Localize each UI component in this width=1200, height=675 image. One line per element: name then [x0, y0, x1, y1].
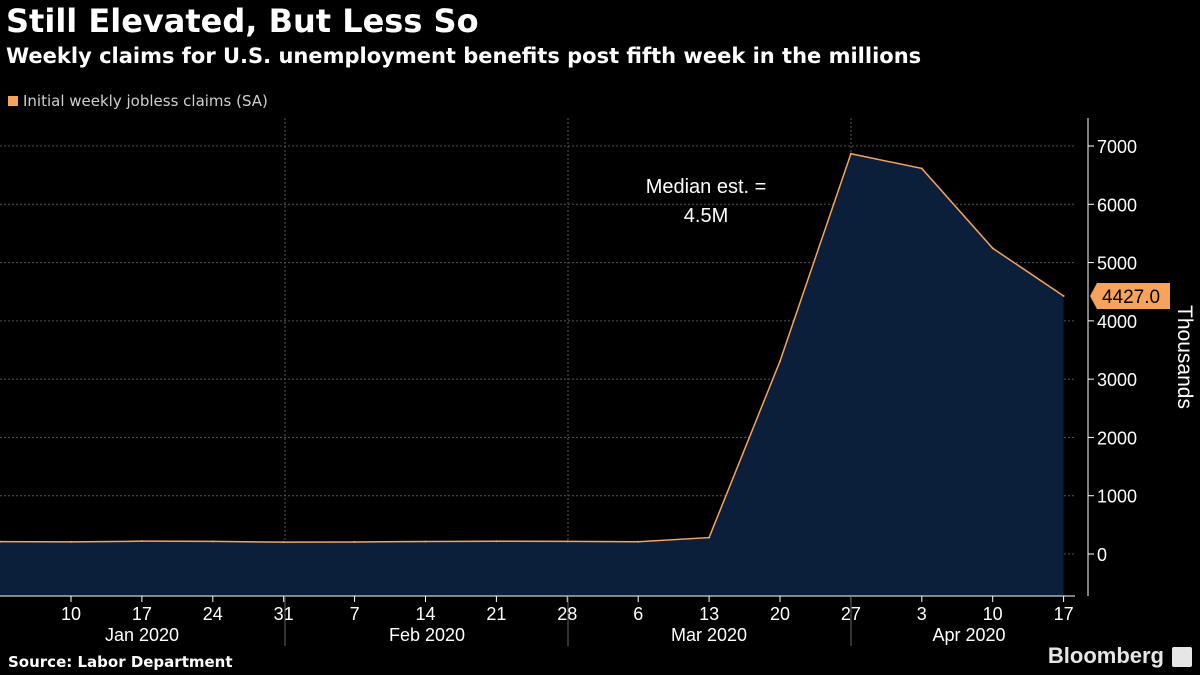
x-tick-label: 17 [1054, 604, 1074, 624]
y-tick-label: 7000 [1097, 137, 1137, 157]
y-tick-label: 6000 [1097, 195, 1137, 215]
source-note: Source: Labor Department [8, 653, 233, 671]
x-tick-label: 3 [917, 604, 927, 624]
annotation-text: 4.5M [684, 205, 728, 227]
y-tick-label: 1000 [1097, 487, 1137, 507]
data-point [1062, 294, 1065, 297]
y-tick-label: 0 [1097, 545, 1107, 565]
chart-subtitle: Weekly claims for U.S. unemployment bene… [6, 44, 922, 68]
series-area [0, 153, 1064, 596]
month-label: Feb 2020 [389, 625, 465, 645]
data-point [779, 360, 781, 363]
data-point [0, 540, 1, 543]
y-axis-title: Thousands [1173, 305, 1196, 409]
last-value-tag [1090, 282, 1170, 309]
x-tick-label: 10 [983, 604, 1003, 624]
y-tick-label: 3000 [1097, 370, 1137, 390]
x-tick-label: 17 [132, 604, 152, 624]
annotation-text: Median est. = [646, 176, 767, 198]
data-point [140, 540, 143, 543]
x-tick-label: 6 [633, 604, 643, 624]
x-tick-label: 24 [203, 604, 223, 624]
data-point [70, 540, 72, 543]
y-tick-label: 2000 [1097, 428, 1137, 448]
data-point [495, 540, 498, 543]
legend-label: Initial weekly jobless claims (SA) [23, 92, 268, 110]
month-label: Jan 2020 [105, 625, 179, 645]
data-point [637, 540, 640, 543]
x-tick-label: 7 [350, 604, 360, 624]
month-label: Apr 2020 [932, 625, 1005, 645]
y-tick-label: 4000 [1097, 312, 1137, 332]
month-label: Mar 2020 [671, 625, 747, 645]
data-point [991, 247, 994, 250]
brand-logo: Bloomberg [1047, 643, 1164, 668]
data-point [211, 540, 214, 543]
data-point [424, 540, 427, 543]
bloomberg-mark-icon [1172, 647, 1192, 667]
y-tick-label: 5000 [1097, 254, 1137, 274]
legend-swatch [8, 96, 18, 106]
x-tick-label: 28 [557, 604, 577, 624]
last-value-label: 4427.0 [1102, 287, 1160, 308]
data-point [708, 536, 711, 539]
x-tick-label: 21 [486, 604, 506, 624]
series-line [0, 152, 1065, 543]
legend: Initial weekly jobless claims (SA) [8, 92, 268, 110]
chart-title: Still Elevated, But Less So [6, 2, 479, 40]
x-tick-label: 14 [415, 604, 435, 624]
data-point [282, 541, 285, 544]
x-tick-label: 20 [770, 604, 790, 624]
data-point [566, 540, 569, 543]
data-point [920, 167, 923, 170]
x-tick-label: 10 [61, 604, 81, 624]
x-tick-label: 31 [274, 604, 294, 624]
data-point [353, 540, 356, 543]
x-tick-label: 13 [699, 604, 719, 624]
data-point [849, 152, 852, 155]
